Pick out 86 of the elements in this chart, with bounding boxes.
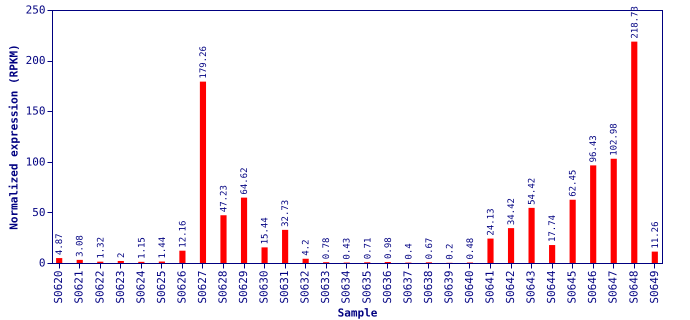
x-tick-label: S0638 xyxy=(422,270,435,304)
x-tick-label: S0635 xyxy=(360,270,374,304)
x-tick-label: S0633 xyxy=(319,270,332,304)
x-axis-title: Sample xyxy=(338,306,378,320)
data-label: 17.74 xyxy=(548,214,558,242)
x-tick-label: S0626 xyxy=(175,270,188,304)
data-label: 3.08 xyxy=(76,235,86,257)
x-tick-label: S0647 xyxy=(606,270,620,304)
x-tick-label: S0625 xyxy=(154,270,168,304)
data-label: 54.42 xyxy=(528,178,538,205)
data-label: 0.4 xyxy=(404,243,414,260)
bar xyxy=(56,258,62,263)
data-label: 0.78 xyxy=(322,238,332,260)
data-label: 4.2 xyxy=(302,239,312,256)
bar xyxy=(261,247,268,263)
data-label: 179.26 xyxy=(198,46,209,79)
x-tick-label: S0639 xyxy=(442,270,456,304)
x-tick-label: S0637 xyxy=(401,270,414,304)
data-label: 64.62 xyxy=(240,168,250,195)
bar xyxy=(282,230,288,263)
bar xyxy=(302,258,309,263)
data-label: 62.45 xyxy=(568,170,579,197)
data-label: 11.26 xyxy=(650,222,661,249)
bar xyxy=(76,260,83,263)
data-label: 4.87 xyxy=(55,233,66,256)
bar xyxy=(240,198,248,263)
data-label: 1.32 xyxy=(96,236,106,259)
data-label: 218.73 xyxy=(630,6,640,39)
bar xyxy=(631,42,638,263)
bar xyxy=(570,200,576,263)
data-label: 32.73 xyxy=(281,200,292,227)
data-label: 0.2 xyxy=(445,244,456,260)
x-tick-label: S0644 xyxy=(545,270,558,304)
x-tick-label: S0629 xyxy=(237,270,250,304)
bar xyxy=(652,252,658,263)
data-label: 0.43 xyxy=(342,238,353,260)
x-tick-label: S0636 xyxy=(380,270,394,304)
x-tick-label: S0623 xyxy=(114,270,127,304)
data-label: 1.44 xyxy=(158,236,168,259)
x-tick-label: S0642 xyxy=(504,270,518,304)
data-label: 34.42 xyxy=(507,198,518,226)
data-label: 15.44 xyxy=(260,217,271,244)
y-axis-title: Normalized expression (RPKM) xyxy=(8,44,21,230)
x-tick-label: S0630 xyxy=(258,270,271,304)
x-tick-label: S0621 xyxy=(72,270,86,304)
bar xyxy=(220,215,227,263)
x-tick-label: S0624 xyxy=(134,270,148,304)
data-label: 12.16 xyxy=(178,220,188,248)
data-label: 0.98 xyxy=(384,237,394,260)
y-tick-label: 250 xyxy=(26,4,46,16)
y-tick-label: 100 xyxy=(26,155,46,168)
x-tick-label: S0648 xyxy=(627,270,640,304)
data-label: 102.98 xyxy=(610,123,620,156)
data-label: 96.43 xyxy=(589,135,600,162)
bar xyxy=(549,245,556,263)
data-label: 0.71 xyxy=(363,238,374,260)
bar xyxy=(528,208,535,263)
bar xyxy=(200,82,206,263)
y-tick-label: 0 xyxy=(38,256,46,270)
bar xyxy=(487,238,494,263)
data-label: 47.23 xyxy=(220,185,230,212)
data-label: 0.48 xyxy=(466,238,476,260)
bar xyxy=(590,165,596,263)
x-tick-label: S0620 xyxy=(52,270,66,304)
x-tick-label: S0646 xyxy=(586,270,600,304)
data-label: 1.15 xyxy=(137,237,148,259)
data-label: 24.13 xyxy=(486,208,496,236)
x-tick-label: S0634 xyxy=(340,270,353,304)
y-tick-label: 200 xyxy=(26,54,46,68)
bar xyxy=(179,250,186,263)
x-tick-label: S0627 xyxy=(196,270,209,304)
y-tick-label: 50 xyxy=(32,206,46,219)
x-tick-label: S0649 xyxy=(648,270,661,304)
data-label: 2 xyxy=(116,252,127,258)
x-tick-label: S0643 xyxy=(524,270,538,304)
bar xyxy=(508,228,514,263)
data-label: 0.67 xyxy=(424,238,435,260)
x-tick-label: S0641 xyxy=(484,270,496,304)
x-tick-label: S0628 xyxy=(216,270,230,304)
x-tick-label: S0631 xyxy=(278,270,292,304)
x-tick-label: S0632 xyxy=(298,270,312,304)
x-tick-label: S0640 xyxy=(462,270,476,304)
x-tick-label: S0645 xyxy=(566,270,579,304)
y-tick-label: 150 xyxy=(26,104,46,118)
x-tick-label: S0622 xyxy=(93,270,106,304)
bar xyxy=(610,158,617,263)
